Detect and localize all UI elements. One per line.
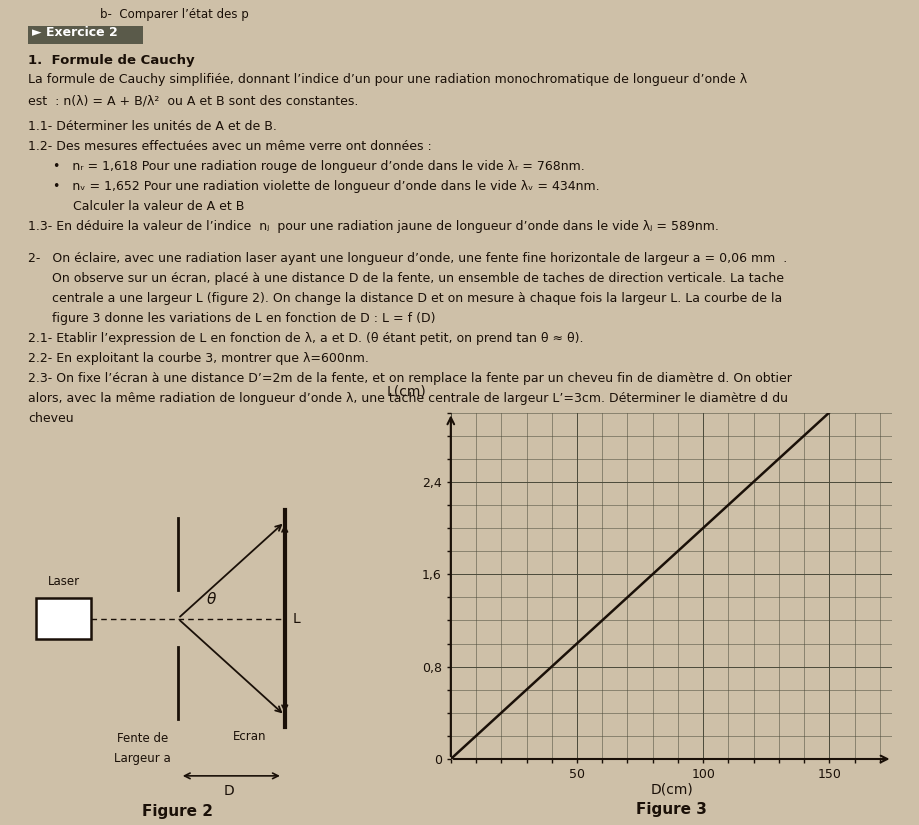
Text: 1.2- Des mesures effectuées avec un même verre ont données :: 1.2- Des mesures effectuées avec un même… bbox=[28, 140, 431, 153]
Text: ► Exercice 2: ► Exercice 2 bbox=[32, 26, 118, 39]
Text: On observe sur un écran, placé à une distance D de la fente, un ensemble de tach: On observe sur un écran, placé à une dis… bbox=[28, 272, 783, 285]
Text: L: L bbox=[292, 611, 301, 625]
Text: •   nᵣ = 1,618 Pour une radiation rouge de longueur d’onde dans le vide λᵣ = 768: • nᵣ = 1,618 Pour une radiation rouge de… bbox=[45, 160, 584, 173]
Text: Ecran: Ecran bbox=[233, 729, 266, 742]
Text: Largeur a: Largeur a bbox=[114, 752, 171, 765]
Text: Figure 2: Figure 2 bbox=[142, 804, 213, 819]
Text: La formule de Cauchy simplifiée, donnant l’indice d’un pour une radiation monoch: La formule de Cauchy simplifiée, donnant… bbox=[28, 73, 746, 86]
Text: 2.1- Etablir l’expression de L en fonction de λ, a et D. (θ étant petit, on pren: 2.1- Etablir l’expression de L en foncti… bbox=[28, 332, 583, 345]
Text: •   nᵥ = 1,652 Pour une radiation violette de longueur d’onde dans le vide λᵥ = : • nᵥ = 1,652 Pour une radiation violette… bbox=[45, 180, 599, 193]
Text: 1.3- En déduire la valeur de l’indice  nⱼ  pour une radiation jaune de longueur : 1.3- En déduire la valeur de l’indice nⱼ… bbox=[28, 220, 718, 233]
Text: Laser: Laser bbox=[48, 575, 79, 588]
X-axis label: D(cm): D(cm) bbox=[650, 782, 692, 796]
Text: 2-   On éclaire, avec une radiation laser ayant une longueur d’onde, une fente f: 2- On éclaire, avec une radiation laser … bbox=[28, 252, 787, 265]
Text: Fente de: Fente de bbox=[117, 732, 168, 744]
Text: Calculer la valeur de A et B: Calculer la valeur de A et B bbox=[45, 200, 244, 213]
Text: centrale a une largeur L (figure 2). On change la distance D et on mesure à chaq: centrale a une largeur L (figure 2). On … bbox=[28, 292, 781, 305]
Text: figure 3 donne les variations de L en fonction de D : L = f (D): figure 3 donne les variations de L en fo… bbox=[28, 312, 435, 325]
Bar bbox=[28, 26, 142, 44]
Text: $\theta$: $\theta$ bbox=[206, 592, 217, 607]
Bar bbox=[36, 598, 91, 639]
Text: cheveu: cheveu bbox=[28, 412, 74, 425]
Text: D: D bbox=[223, 784, 234, 798]
Y-axis label: L(cm): L(cm) bbox=[386, 384, 426, 398]
Text: b-  Comparer l’état des p: b- Comparer l’état des p bbox=[100, 8, 248, 21]
Text: 1.  Formule de Cauchy: 1. Formule de Cauchy bbox=[28, 54, 195, 67]
Text: 1.1- Déterminer les unités de A et de B.: 1.1- Déterminer les unités de A et de B. bbox=[28, 120, 277, 133]
Text: Figure 3: Figure 3 bbox=[635, 803, 707, 818]
Text: est  : n(λ) = A + B/λ²  ou A et B sont des constantes.: est : n(λ) = A + B/λ² ou A et B sont des… bbox=[28, 95, 358, 108]
Text: 2.3- On fixe l’écran à une distance D’=2m de la fente, et on remplace la fente p: 2.3- On fixe l’écran à une distance D’=2… bbox=[28, 372, 791, 385]
Text: alors, avec la même radiation de longueur d’onde λ, une tache centrale de largeu: alors, avec la même radiation de longueu… bbox=[28, 392, 788, 405]
Text: 2.2- En exploitant la courbe 3, montrer que λ=600nm.: 2.2- En exploitant la courbe 3, montrer … bbox=[28, 352, 369, 365]
